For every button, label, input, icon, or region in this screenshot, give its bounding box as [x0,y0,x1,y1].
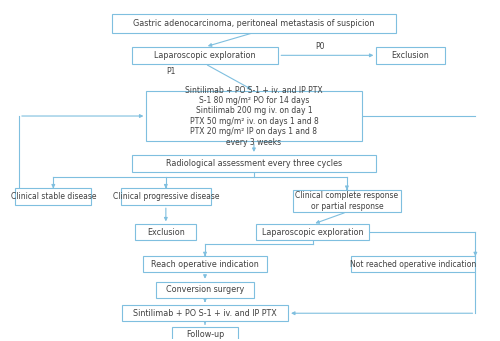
Text: Laparoscopic exploration: Laparoscopic exploration [262,228,364,237]
Text: Clinical progressive disease: Clinical progressive disease [112,192,219,202]
Text: Clinical stable disease: Clinical stable disease [10,192,96,202]
Text: Exclusion: Exclusion [147,228,184,237]
Text: Laparoscopic exploration: Laparoscopic exploration [154,51,256,60]
Text: P1: P1 [166,67,175,76]
Text: Radiological assessment every three cycles: Radiological assessment every three cycl… [166,159,342,168]
Text: Sintilimab + PO S-1 + iv. and IP PTX: Sintilimab + PO S-1 + iv. and IP PTX [133,309,277,318]
FancyBboxPatch shape [376,47,445,64]
Text: Gastric adenocarcinoma, peritoneal metastasis of suspicion: Gastric adenocarcinoma, peritoneal metas… [133,19,374,28]
FancyBboxPatch shape [172,327,238,341]
Text: Follow-up: Follow-up [186,330,224,339]
Text: Not reached operative indication: Not reached operative indication [350,260,476,269]
FancyBboxPatch shape [350,256,476,272]
Text: Reach operative indication: Reach operative indication [151,260,259,269]
FancyBboxPatch shape [146,91,362,141]
FancyBboxPatch shape [293,190,401,212]
FancyBboxPatch shape [156,282,254,298]
Text: Exclusion: Exclusion [392,51,430,60]
FancyBboxPatch shape [142,256,268,272]
FancyBboxPatch shape [112,14,396,33]
Text: Clinical complete response
or partial response: Clinical complete response or partial re… [296,191,399,211]
FancyBboxPatch shape [132,155,376,172]
Text: P0: P0 [315,42,324,51]
FancyBboxPatch shape [120,189,211,205]
FancyBboxPatch shape [16,189,91,205]
FancyBboxPatch shape [256,224,369,240]
FancyBboxPatch shape [132,47,278,64]
Text: Conversion surgery: Conversion surgery [166,285,244,294]
FancyBboxPatch shape [136,224,196,240]
FancyBboxPatch shape [122,305,288,321]
Text: Sintilimab + PO S-1 + iv. and IP PTX
S-1 80 mg/m² PO for 14 days
Sintilimab 200 : Sintilimab + PO S-1 + iv. and IP PTX S-1… [185,86,323,147]
